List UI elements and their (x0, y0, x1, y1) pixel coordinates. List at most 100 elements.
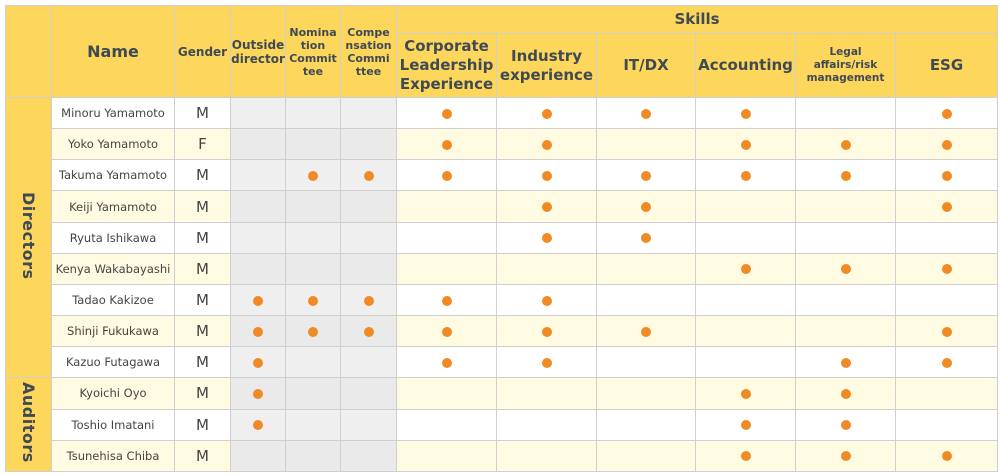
skill-line: Legal (829, 46, 862, 58)
group-cell-auditors: Auditors (5, 377, 52, 472)
skill-mark-cell (496, 377, 597, 410)
mark-dot-icon (740, 139, 751, 150)
mark-dot-icon (253, 420, 263, 431)
member-gender: F (174, 128, 231, 161)
role-mark-cell (230, 221, 286, 254)
skill-mark-cell (396, 283, 497, 317)
skill-mark-cell (695, 408, 796, 441)
mark-dot-icon (253, 357, 263, 368)
role-mark-cell (285, 346, 341, 379)
skill-mark-cell (894, 252, 999, 285)
header-skill-esg: ESG (894, 33, 999, 98)
role-mark-cell (340, 128, 397, 161)
mark-dot-icon (541, 357, 552, 368)
mark-dot-icon (840, 139, 851, 150)
mark-dot-icon (641, 202, 651, 213)
mark-dot-icon (541, 170, 552, 181)
skill-mark-cell (894, 159, 999, 192)
mark-dot-icon (253, 388, 263, 399)
skill-mark-cell (695, 221, 796, 254)
skill-mark-cell (795, 96, 896, 130)
role-mark-cell (340, 159, 397, 192)
mark-dot-icon (441, 139, 452, 150)
skill-line: Experience (399, 75, 494, 93)
role-mark-cell (340, 315, 397, 348)
skill-mark-cell (496, 190, 597, 223)
skill-line: IT/DX (623, 56, 669, 74)
skill-line: ESG (929, 56, 964, 74)
member-gender: M (174, 190, 231, 223)
group-label: Auditors (19, 382, 38, 464)
skill-line: Accounting (698, 56, 793, 74)
mark-dot-icon (941, 451, 952, 462)
skill-mark-cell (396, 159, 497, 192)
skill-mark-cell (396, 190, 497, 223)
member-gender: M (174, 346, 231, 379)
skill-mark-cell (596, 346, 696, 379)
skill-mark-cell (396, 252, 497, 285)
mark-dot-icon (441, 170, 452, 181)
header-gender: Gender (174, 5, 231, 98)
role-mark-cell (340, 439, 397, 473)
member-name: Toshio Imatani (51, 408, 175, 441)
table-row: Directors Minoru Yamamoto M (5, 96, 999, 379)
mark-dot-icon (441, 357, 452, 368)
mark-dot-icon (308, 170, 318, 181)
mark-dot-icon (541, 139, 552, 150)
mark-dot-icon (840, 170, 851, 181)
header-nomination-line-1: Nomina (289, 25, 337, 39)
role-mark-cell (285, 159, 341, 192)
skill-line: Industry (511, 46, 582, 65)
skill-mark-cell (496, 315, 597, 348)
skill-mark-cell (795, 190, 896, 223)
role-mark-cell (230, 315, 286, 348)
header-outside-line-1: Outside (231, 37, 285, 52)
skill-mark-cell (695, 252, 796, 285)
mark-dot-icon (641, 326, 651, 337)
role-mark-cell (230, 408, 286, 441)
header-nomination-line-2: tion (300, 38, 326, 52)
header-compensation-line-3: Commi (347, 51, 390, 65)
skill-mark-cell (795, 377, 896, 410)
skill-mark-cell (894, 439, 999, 473)
skill-mark-cell (596, 190, 696, 223)
skill-mark-cell (894, 408, 999, 441)
member-gender: M (174, 408, 231, 441)
member-gender: M (174, 283, 231, 317)
member-gender: M (174, 315, 231, 348)
role-mark-cell (340, 377, 397, 410)
header-skill-legal-risk: Legal affairs/risk management (795, 33, 896, 98)
skill-mark-cell (496, 408, 597, 441)
skill-mark-cell (894, 221, 999, 254)
mark-dot-icon (740, 264, 751, 275)
corner-cell (5, 5, 52, 98)
skill-line: affairs/risk (813, 59, 878, 71)
mark-dot-icon (308, 326, 318, 337)
header-compensation-line-1: Compe (347, 25, 390, 39)
mark-dot-icon (740, 420, 751, 431)
skill-mark-cell (894, 96, 999, 130)
mark-dot-icon (840, 357, 851, 368)
skill-mark-cell (795, 408, 896, 441)
skill-mark-cell (596, 439, 696, 473)
mark-dot-icon (740, 388, 751, 399)
skill-mark-cell (596, 128, 696, 161)
skill-mark-cell (695, 128, 796, 161)
skill-mark-cell (695, 439, 796, 473)
role-mark-cell (285, 315, 341, 348)
member-gender: M (174, 439, 231, 473)
skill-mark-cell (894, 377, 999, 410)
role-mark-cell (285, 439, 341, 473)
mark-dot-icon (740, 108, 751, 119)
skill-mark-cell (496, 159, 597, 192)
skill-mark-cell (596, 96, 696, 130)
skill-mark-cell (795, 346, 896, 379)
skill-mark-cell (496, 221, 597, 254)
table-row: Ryuta Ishikawa M (5, 221, 999, 254)
skill-mark-cell (496, 96, 597, 130)
skill-line: Corporate (404, 37, 489, 55)
role-mark-cell (340, 408, 397, 441)
mark-dot-icon (441, 326, 452, 337)
role-mark-cell (230, 346, 286, 379)
role-mark-cell (230, 252, 286, 285)
